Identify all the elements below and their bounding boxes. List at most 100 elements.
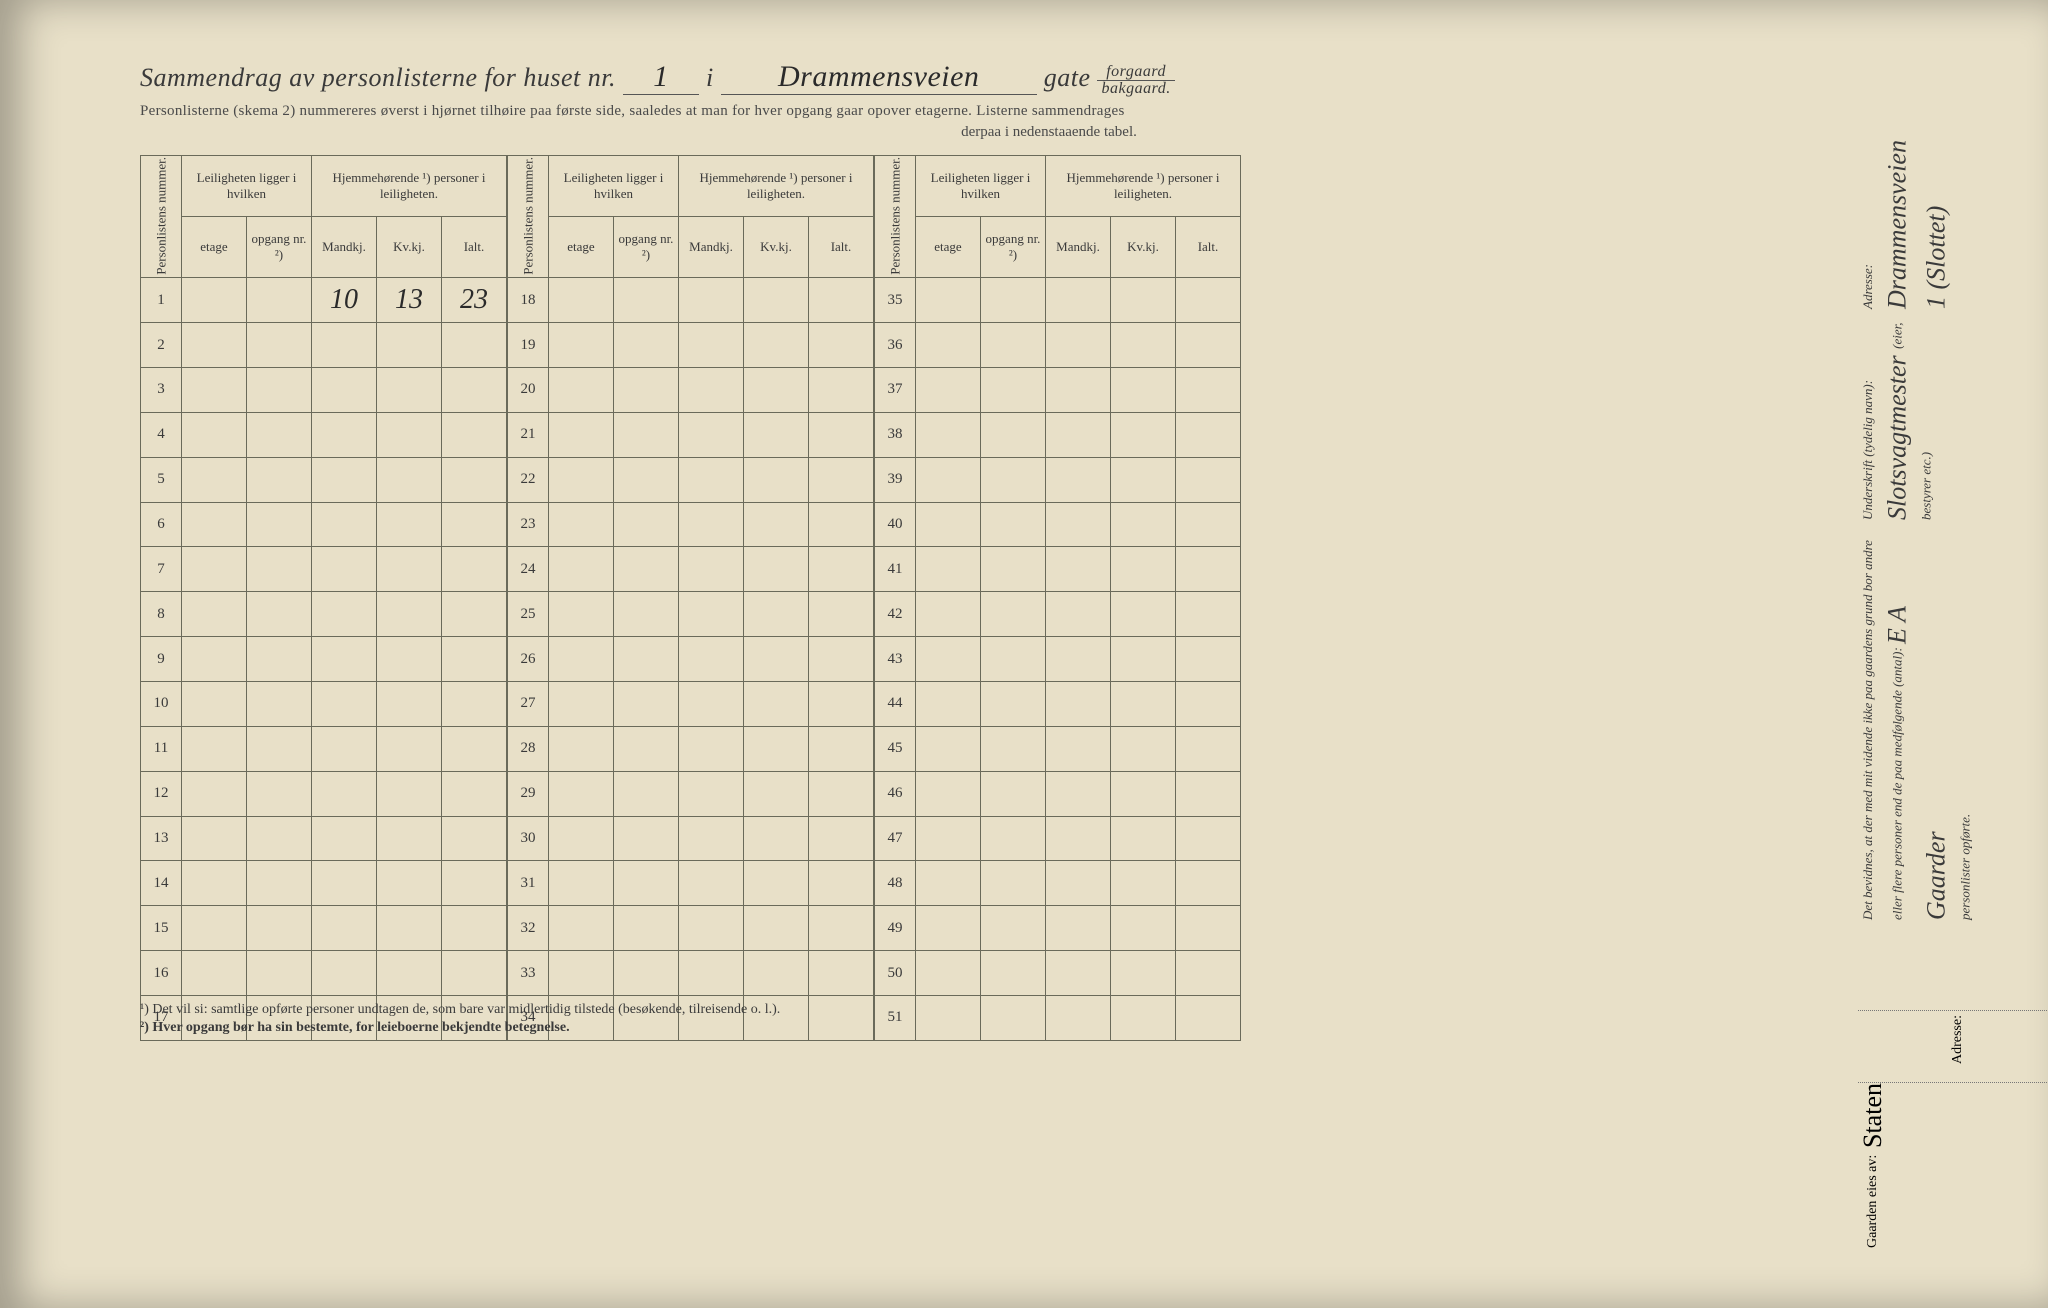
cell-ialt	[809, 681, 874, 726]
cell-kvkj	[377, 906, 442, 951]
table-row: 50	[875, 951, 1241, 996]
cell-kvkj	[377, 323, 442, 368]
cell-mandkj	[312, 367, 377, 412]
cell-opgang	[981, 278, 1046, 323]
cell-kvkj	[1111, 502, 1176, 547]
cell-opgang	[614, 906, 679, 951]
cell-kvkj	[377, 547, 442, 592]
cell-mandkj	[679, 367, 744, 412]
cell-opgang	[247, 457, 312, 502]
row-number: 50	[875, 951, 916, 996]
cell-kvkj	[1111, 547, 1176, 592]
cell-ialt	[442, 906, 507, 951]
subheader: Kv.kj.	[1111, 216, 1176, 277]
cell-opgang	[614, 547, 679, 592]
subheader: Ialt.	[442, 216, 507, 277]
cell-mandkj	[679, 412, 744, 457]
cell-kvkj	[1111, 592, 1176, 637]
subheader: Ialt.	[1176, 216, 1241, 277]
cell-ialt	[809, 906, 874, 951]
row-number: 41	[875, 547, 916, 592]
cell-ialt	[442, 771, 507, 816]
cell-etage	[549, 681, 614, 726]
cell-opgang	[614, 592, 679, 637]
cell-etage	[916, 592, 981, 637]
subheader: Mandkj.	[312, 216, 377, 277]
cell-kvkj	[377, 637, 442, 682]
cell-kvkj	[377, 726, 442, 771]
cell-etage	[916, 951, 981, 996]
cell-etage	[182, 771, 247, 816]
cell-opgang	[981, 502, 1046, 547]
cell-mandkj	[1046, 816, 1111, 861]
cell-ialt	[442, 592, 507, 637]
cell-ialt	[1176, 502, 1241, 547]
cell-etage	[916, 681, 981, 726]
cell-opgang	[614, 637, 679, 682]
cell-ialt	[809, 278, 874, 323]
cell-opgang	[247, 816, 312, 861]
table-row: 16	[141, 951, 507, 996]
cell-ialt	[809, 996, 874, 1041]
row-number: 6	[141, 502, 182, 547]
cell-kvkj	[744, 637, 809, 682]
cell-ialt	[1176, 457, 1241, 502]
subheader: opgang nr. ²)	[247, 216, 312, 277]
cell-mandkj	[1046, 367, 1111, 412]
cell-opgang	[247, 592, 312, 637]
cell-opgang	[247, 412, 312, 457]
cell-etage	[549, 861, 614, 906]
subheader: Ialt.	[809, 216, 874, 277]
row-number: 42	[875, 592, 916, 637]
table-row: 2	[141, 323, 507, 368]
owner-value: Staten	[1858, 1082, 2048, 1148]
row-number: 30	[508, 816, 549, 861]
table-row: 7	[141, 547, 507, 592]
cell-ialt	[442, 637, 507, 682]
table-row: 6	[141, 502, 507, 547]
cell-etage	[916, 367, 981, 412]
owner-label-line: Gaarden eies av: Staten	[1858, 1082, 2048, 1248]
cell-kvkj	[377, 771, 442, 816]
document-page: Sammendrag av personlisterne for huset n…	[0, 0, 2048, 1308]
cell-opgang	[981, 367, 1046, 412]
row-number: 26	[508, 637, 549, 682]
cell-etage	[916, 637, 981, 682]
cell-mandkj	[1046, 906, 1111, 951]
cell-ialt	[809, 592, 874, 637]
cell-mandkj	[679, 906, 744, 951]
cell-ialt	[1176, 681, 1241, 726]
cell-kvkj	[744, 681, 809, 726]
row-number: 46	[875, 771, 916, 816]
table-row: 14	[141, 861, 507, 906]
col-hjemme: Hjemmehørende ¹) personer i leiligheten.	[312, 155, 507, 216]
table-row: 39	[875, 457, 1241, 502]
cell-mandkj	[1046, 278, 1111, 323]
house-number-field: 1	[623, 60, 699, 95]
cell-mandkj	[679, 681, 744, 726]
cell-opgang	[614, 726, 679, 771]
cell-ialt: 23	[442, 278, 507, 323]
cell-mandkj	[679, 637, 744, 682]
row-number: 19	[508, 323, 549, 368]
table-row: 36	[875, 323, 1241, 368]
row-number: 36	[875, 323, 916, 368]
cell-kvkj	[744, 412, 809, 457]
cell-mandkj	[1046, 996, 1111, 1041]
cell-kvkj	[377, 681, 442, 726]
cell-etage	[182, 592, 247, 637]
cell-etage	[549, 592, 614, 637]
cell-opgang	[247, 681, 312, 726]
cell-ialt	[442, 861, 507, 906]
cell-ialt	[442, 816, 507, 861]
cell-opgang	[614, 278, 679, 323]
table-row: 23	[508, 502, 874, 547]
table-row: 22	[508, 457, 874, 502]
cell-mandkj	[679, 457, 744, 502]
cell-kvkj	[744, 861, 809, 906]
fraction-top: forgaard	[1097, 64, 1174, 81]
cell-ialt	[442, 367, 507, 412]
cell-opgang	[247, 637, 312, 682]
table-row: 42	[875, 592, 1241, 637]
cell-ialt	[442, 547, 507, 592]
